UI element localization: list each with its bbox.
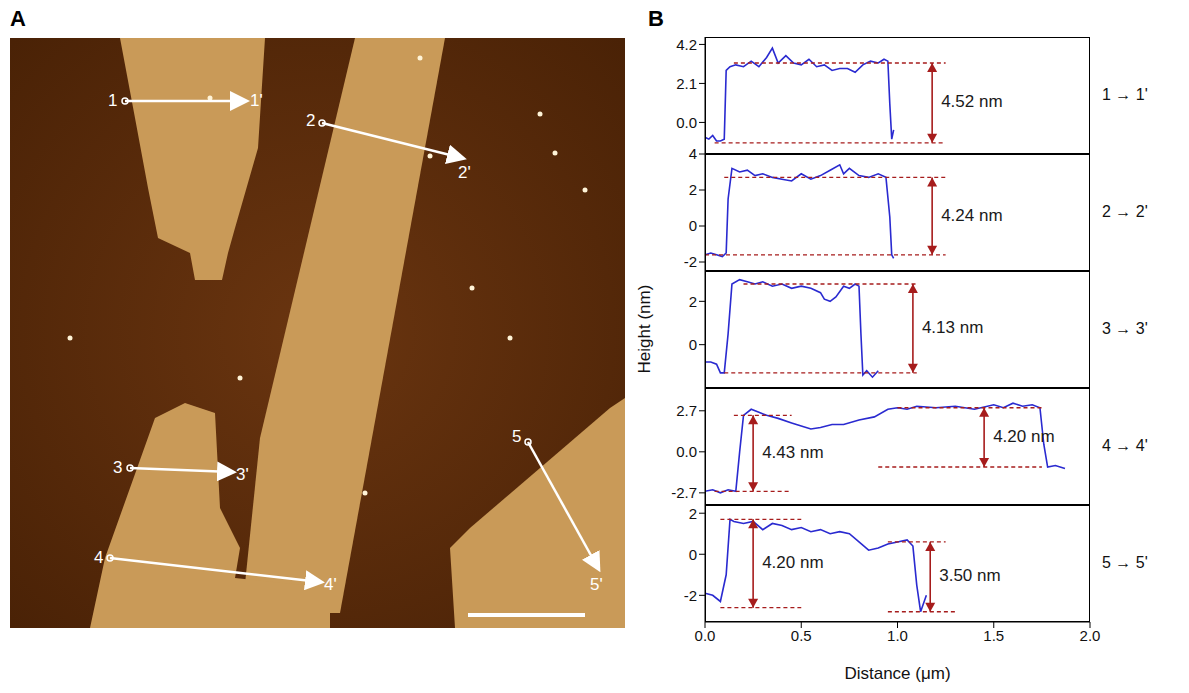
svg-text:0.5: 0.5 [791, 627, 812, 644]
svg-text:1': 1' [250, 91, 263, 110]
svg-text:2.1: 2.1 [676, 75, 697, 92]
html-text:5 → 5': 5 → 5' [1102, 553, 1148, 571]
html-text:2 → 2': 2 → 2' [1102, 202, 1148, 220]
svg-text:3.50 nm: 3.50 nm [939, 566, 1000, 585]
svg-text:4.13 nm: 4.13 nm [922, 318, 983, 337]
html-text:B: B [648, 6, 664, 31]
svg-text:4.43 nm: 4.43 nm [762, 443, 823, 462]
svg-text:4.24 nm: 4.24 nm [941, 206, 1002, 225]
svg-text:0: 0 [689, 336, 697, 353]
svg-text:2': 2' [458, 163, 471, 182]
svg-text:5: 5 [512, 427, 521, 446]
svg-text:3: 3 [113, 458, 122, 477]
html-text:A: A [10, 6, 26, 31]
html-text:Distance (μm): Distance (μm) [844, 664, 951, 683]
svg-text:4.52 nm: 4.52 nm [941, 92, 1002, 111]
svg-text:2.0: 2.0 [1080, 627, 1101, 644]
svg-text:4: 4 [689, 146, 697, 162]
svg-text:4.20 nm: 4.20 nm [993, 427, 1054, 446]
svg-text:4.20 nm: 4.20 nm [762, 553, 823, 572]
svg-text:2: 2 [306, 111, 315, 130]
html-text:4 → 4': 4 → 4' [1102, 436, 1148, 454]
svg-text:-2: -2 [684, 587, 697, 604]
svg-text:5': 5' [590, 575, 603, 594]
html-text:3 → 3': 3 → 3' [1102, 319, 1148, 337]
svg-text:-2.7: -2.7 [671, 484, 697, 501]
svg-text:0.0: 0.0 [676, 443, 697, 460]
svg-text:2: 2 [689, 293, 697, 310]
svg-text:1.0: 1.0 [887, 627, 908, 644]
svg-text:3': 3' [236, 465, 249, 484]
svg-text:Height (nm): Height (nm) [635, 285, 654, 374]
svg-text:0.0: 0.0 [695, 627, 716, 644]
svg-text:1.5: 1.5 [983, 627, 1004, 644]
svg-text:2.7: 2.7 [676, 402, 697, 419]
svg-text:-2: -2 [684, 253, 697, 270]
svg-text:1: 1 [108, 91, 117, 110]
svg-text:4': 4' [324, 575, 337, 594]
svg-text:4: 4 [94, 548, 103, 567]
svg-text:0.0: 0.0 [676, 114, 697, 131]
svg-text:4.2: 4.2 [676, 36, 697, 53]
svg-text:2: 2 [689, 505, 697, 522]
svg-text:2: 2 [689, 181, 697, 198]
html-text:1 → 1': 1 → 1' [1102, 85, 1148, 103]
svg-text:0: 0 [689, 546, 697, 563]
svg-text:0: 0 [689, 217, 697, 234]
